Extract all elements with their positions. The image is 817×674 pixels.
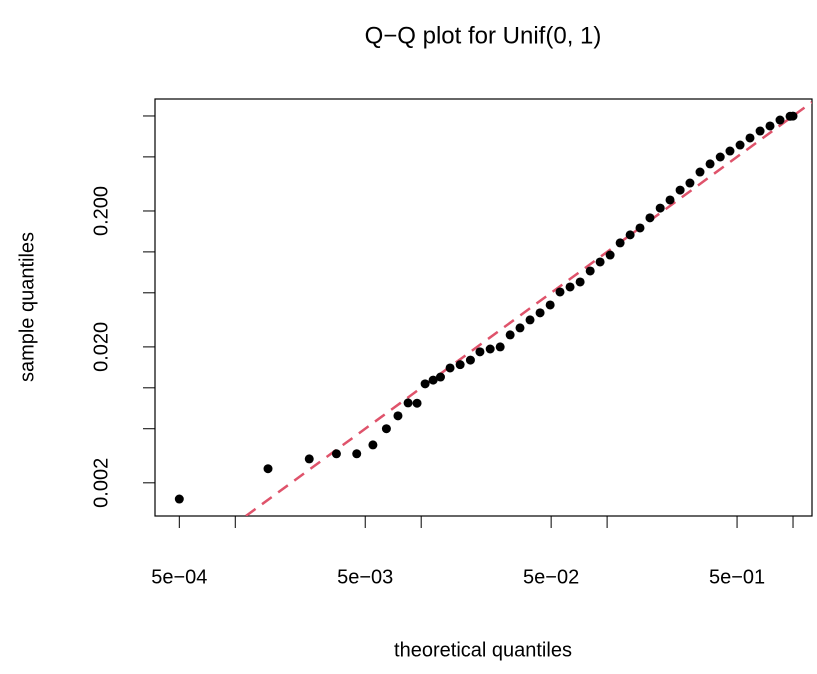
- point: [428, 375, 438, 385]
- point: [263, 464, 273, 474]
- point: [455, 360, 465, 370]
- point: [735, 140, 745, 150]
- point: [685, 178, 695, 188]
- chart-title: Q−Q plot for Unif(0, 1): [365, 22, 602, 49]
- point: [745, 133, 755, 143]
- point: [715, 152, 725, 162]
- point: [595, 257, 605, 267]
- point: [420, 379, 430, 389]
- point: [555, 287, 565, 297]
- y-tick-label: 0.200: [90, 186, 112, 236]
- x-tick-label: 5e−04: [151, 566, 207, 588]
- point: [515, 323, 525, 333]
- point: [525, 315, 535, 325]
- point: [615, 238, 625, 248]
- y-tick-label: 0.020: [90, 322, 112, 372]
- reference-line: [245, 101, 812, 516]
- point: [485, 344, 495, 354]
- point: [765, 121, 775, 131]
- x-tick-label: 5e−02: [523, 566, 579, 588]
- point: [585, 266, 595, 276]
- point: [565, 282, 575, 292]
- point: [545, 300, 555, 310]
- point: [655, 203, 665, 213]
- x-tick-label: 5e−03: [337, 566, 393, 588]
- point: [645, 213, 655, 223]
- point: [435, 372, 445, 382]
- point: [403, 398, 413, 408]
- point: [352, 449, 362, 459]
- point: [465, 355, 475, 365]
- point: [535, 308, 545, 318]
- point: [331, 449, 341, 459]
- point: [788, 111, 798, 121]
- y-axis-label: sample quantiles: [16, 232, 38, 382]
- point: [705, 159, 715, 169]
- point: [174, 494, 184, 504]
- point: [505, 330, 515, 340]
- plot-frame: [154, 98, 813, 517]
- point: [412, 398, 422, 408]
- point: [368, 440, 378, 450]
- point: [625, 230, 635, 240]
- point: [393, 411, 403, 421]
- x-axis-label: theoretical quantiles: [394, 639, 572, 661]
- reference-group: [245, 101, 812, 516]
- point: [695, 167, 705, 177]
- y-tick-label: 0.002: [90, 458, 112, 508]
- point: [381, 424, 391, 434]
- point: [445, 363, 455, 373]
- point: [635, 223, 645, 233]
- point: [775, 115, 785, 125]
- point: [304, 454, 314, 464]
- point: [575, 277, 585, 287]
- point: [495, 342, 505, 352]
- point: [475, 347, 485, 357]
- point: [665, 195, 675, 205]
- point: [725, 146, 735, 156]
- point: [755, 126, 765, 136]
- point: [675, 185, 685, 195]
- point: [605, 250, 615, 260]
- x-tick-label: 5e−01: [709, 566, 765, 588]
